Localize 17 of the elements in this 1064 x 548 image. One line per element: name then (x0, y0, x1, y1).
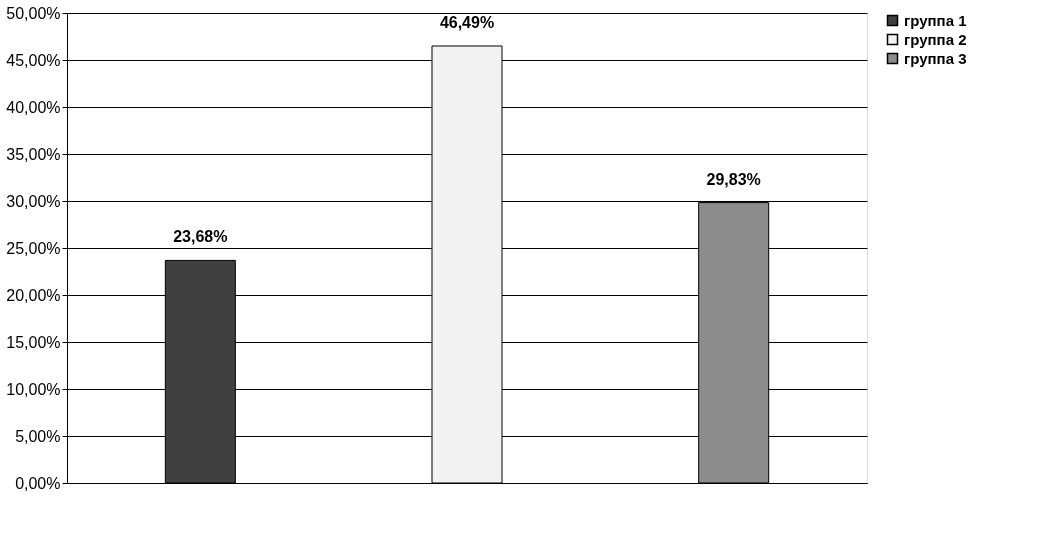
y-tick-label: 45,00% (6, 51, 61, 69)
y-tick-label: 40,00% (6, 98, 61, 116)
y-tick-label: 20,00% (6, 286, 61, 304)
legend-label: группа 1 (904, 11, 967, 29)
data-label: 46,49% (439, 13, 495, 31)
legend-label: группа 3 (904, 49, 967, 67)
y-tick-label: 15,00% (6, 333, 61, 351)
y-tick-label: 0,00% (15, 474, 61, 492)
y-tick-label: 25,00% (6, 239, 61, 257)
y-tick-label: 30,00% (6, 192, 61, 210)
data-label: 29,83% (706, 170, 761, 188)
legend-label: группа 2 (904, 30, 967, 48)
y-tick-label: 35,00% (6, 145, 61, 163)
y-tick-label: 5,00% (15, 427, 61, 445)
y-tick-label: 50,00% (6, 4, 61, 22)
y-tick-label: 10,00% (6, 380, 61, 398)
data-label: 23,68% (173, 228, 228, 246)
